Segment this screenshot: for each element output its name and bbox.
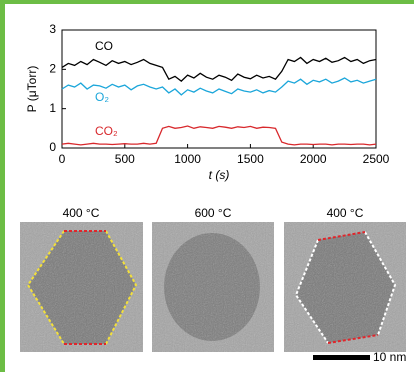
x-tick-label: 2500: [363, 152, 390, 166]
x-tick-label: 2000: [300, 152, 327, 166]
scale-bar-label: 10 nm: [373, 350, 406, 364]
tem-panel: [152, 222, 274, 352]
series-line: [61, 77, 377, 96]
tem-panel: [20, 222, 143, 352]
series-label: CO: [95, 39, 113, 53]
tem-panel: [284, 222, 406, 352]
panel-label: 600 °C: [195, 206, 232, 220]
series-label: CO₂: [95, 124, 118, 138]
x-axis-label: t (s): [209, 168, 230, 182]
series-line: [61, 56, 377, 82]
x-tick-label: 0: [59, 152, 66, 166]
series-line: [61, 125, 377, 146]
y-tick-label: 1: [49, 101, 56, 115]
y-axis-label: P (μTorr): [25, 66, 39, 113]
chart: 0 1 2 3 0 500 1000 1500 2000 2500 t (s) P (μTorr) CO…: [25, 22, 389, 182]
y-tick-label: 3: [49, 22, 56, 36]
left-border: [0, 0, 5, 372]
x-tick-label: 1500: [237, 152, 264, 166]
top-border: [0, 0, 414, 4]
scale-bar: [313, 355, 370, 360]
panel-label: 400 °C: [327, 206, 364, 220]
panel-label: 400 °C: [63, 206, 100, 220]
x-tick-label: 1000: [174, 152, 201, 166]
y-tick-label: 0: [49, 140, 56, 154]
series-label: O₂: [95, 90, 109, 104]
y-tick-label: 2: [49, 62, 56, 76]
x-tick-label: 500: [115, 152, 135, 166]
